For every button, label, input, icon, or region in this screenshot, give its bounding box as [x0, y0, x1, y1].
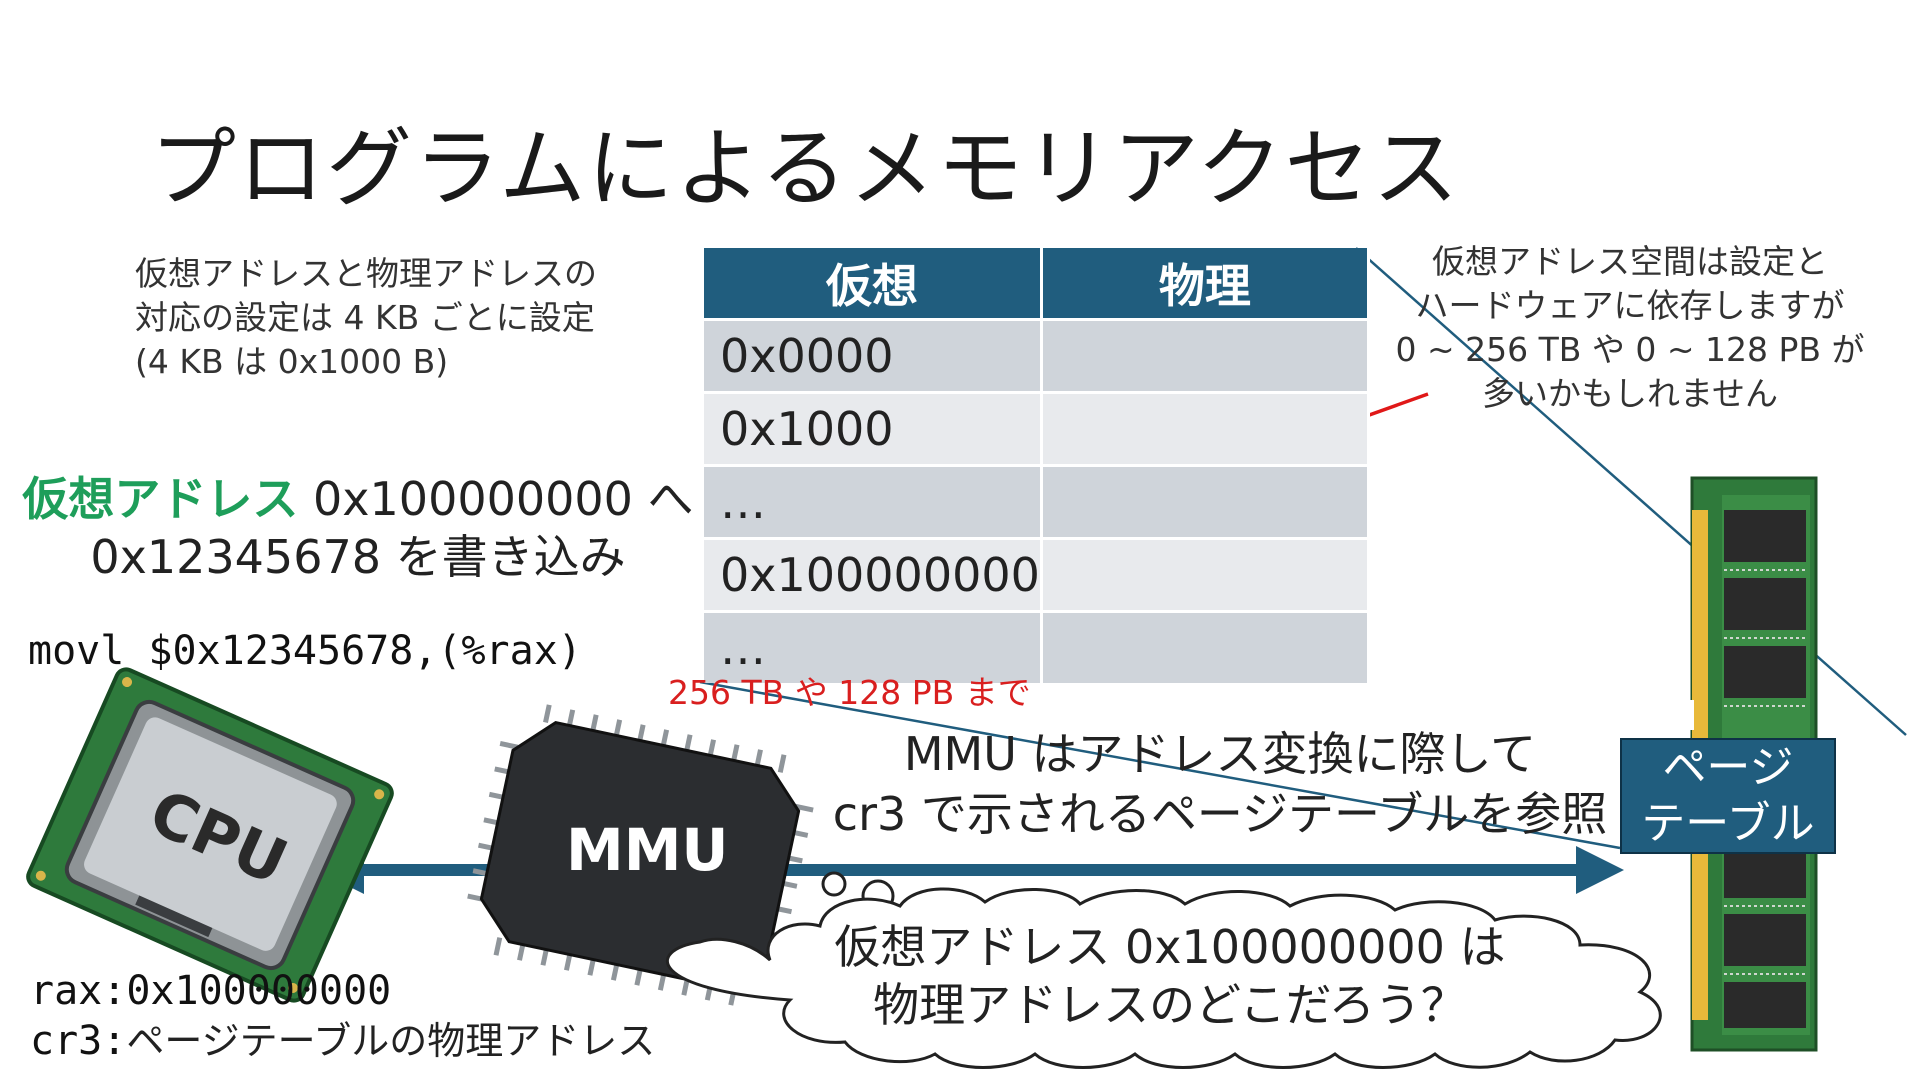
address-space-note: 仮想アドレス空間は設定と ハードウェアに依存しますが 0 ~ 256 TB や … — [1370, 240, 1890, 416]
table-row: … — [704, 464, 1370, 539]
write-target: 0x100000000 へ — [298, 472, 694, 526]
thought-line: 物理アドレスのどこだろう？ — [873, 978, 1467, 1032]
thought-cloud — [665, 871, 1662, 1069]
zoom-line-bottom — [699, 680, 1621, 850]
virtual-cell: … — [704, 464, 1043, 539]
header-physical: 物理 — [1041, 248, 1370, 320]
thought-bubble-small — [821, 871, 847, 897]
register-values: rax:0x100000000 cr3:ページテーブルの物理アドレス — [30, 966, 655, 1066]
cr3-label: cr3: — [30, 1018, 127, 1064]
page-table-label: ページ — [1662, 742, 1794, 793]
mmu-chip-image — [467, 704, 814, 1006]
write-value: 0x12345678 を書き込み — [90, 530, 626, 584]
range-note: 256 TB や 128 PB まで — [668, 673, 1031, 712]
mmu-note: MMU はアドレス変換に際して cr3 で示されるページテーブルを参照 — [780, 724, 1660, 844]
table-row: … — [704, 610, 1370, 683]
physical-cell — [1041, 318, 1370, 393]
asm-instruction: movl $0x12345678,(%rax) — [28, 628, 582, 674]
page-mapping-table: 仮想 物理 0x0000 0x1000 … 0x100000000 … — [704, 248, 1370, 683]
virtual-cell: … — [704, 610, 1043, 683]
table-row: 0x100000000 — [704, 537, 1370, 612]
table-row: 0x1000 — [704, 391, 1370, 466]
slide-title: プログラムによるメモリアクセス — [150, 119, 1461, 219]
physical-cell — [1041, 464, 1370, 539]
mmu-label: MMU — [566, 816, 729, 884]
note-line: 仮想アドレス空間は設定と — [1432, 242, 1828, 281]
note-line: 対応の設定は 4 KB ごとに設定 — [135, 298, 595, 337]
virtual-cell: 0x0000 — [704, 318, 1043, 393]
thought-text: 仮想アドレス 0x100000000 は 物理アドレスのどこだろう？ — [740, 918, 1600, 1034]
write-instruction: 仮想アドレス 0x100000000 へ 0x12345678 を書き込み — [18, 470, 698, 586]
note-line: 0 ~ 256 TB や 0 ~ 128 PB が — [1395, 330, 1865, 369]
note-line: (4 KB は 0x1000 B) — [135, 342, 449, 381]
rax-label: rax: — [30, 968, 127, 1014]
page-table-label: テーブル — [1641, 798, 1815, 849]
rax-value: 0x100000000 — [126, 968, 392, 1014]
mmu-note-line: MMU はアドレス変換に際して — [903, 727, 1537, 781]
physical-cell — [1041, 537, 1370, 612]
mapping-granularity-note: 仮想アドレスと物理アドレスの 対応の設定は 4 KB ごとに設定 (4 KB は… — [135, 252, 597, 384]
mmu-note-line: cr3 で示されるページテーブルを参照 — [832, 787, 1608, 841]
thought-line: 仮想アドレス 0x100000000 は — [834, 920, 1506, 974]
note-line: 多いかもしれません — [1481, 374, 1778, 413]
note-line: 仮想アドレスと物理アドレスの — [135, 254, 597, 293]
cpu-chip-image: CPU — [26, 667, 394, 1003]
virtual-cell: 0x100000000 — [704, 537, 1043, 612]
note-line: ハードウェアに依存しますが — [1415, 286, 1845, 325]
virtual-cell: 0x1000 — [704, 391, 1043, 466]
page-table-box: ページ テーブル — [1620, 738, 1836, 854]
thought-cloud-body — [665, 887, 1662, 1069]
physical-cell — [1041, 391, 1370, 466]
virtual-address-highlight: 仮想アドレス — [22, 472, 299, 526]
cr3-value: ページテーブルの物理アドレス — [126, 1019, 656, 1063]
physical-cell — [1041, 610, 1370, 683]
table-row: 0x0000 — [704, 318, 1370, 393]
header-virtual: 仮想 — [704, 248, 1043, 320]
